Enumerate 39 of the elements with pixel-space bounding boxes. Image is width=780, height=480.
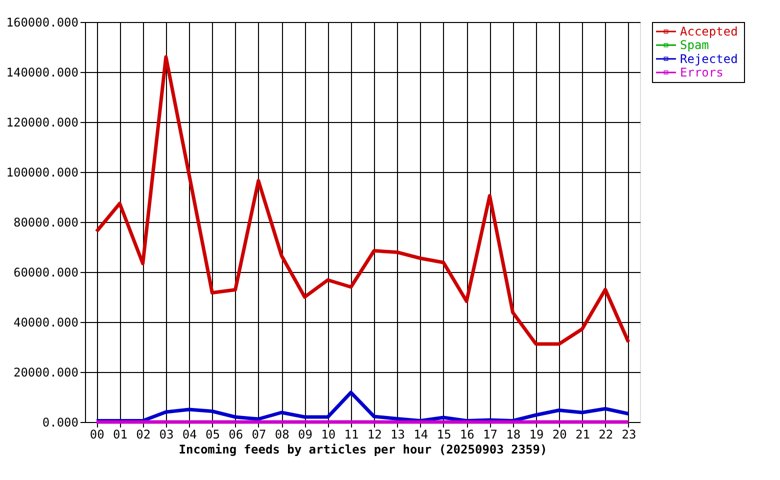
y-tick-label: 100000.000 bbox=[6, 166, 78, 180]
x-tick-label: 02 bbox=[136, 428, 151, 442]
x-tick-label: 05 bbox=[205, 428, 220, 442]
x-tick-label: 09 bbox=[298, 428, 312, 442]
y-tick-label: 140000.000 bbox=[6, 66, 78, 80]
legend-label: Errors bbox=[680, 65, 724, 80]
x-tick-label: 01 bbox=[112, 428, 128, 442]
x-axis-title: Incoming feeds by articles per hour (20250903 2359) bbox=[178, 442, 548, 456]
x-tick-label: 20 bbox=[552, 428, 567, 442]
x-tick-label: 19 bbox=[529, 428, 544, 442]
x-tick-label: 21 bbox=[575, 428, 590, 442]
x-tick-label: 10 bbox=[321, 428, 336, 442]
y-tick-label: 120000.000 bbox=[6, 116, 78, 130]
y-tick-label: 0.000 bbox=[42, 416, 78, 430]
y-tick-label: 80000.000 bbox=[13, 216, 78, 230]
x-tick-label: 11 bbox=[344, 428, 359, 442]
y-tick-label: 20000.000 bbox=[13, 366, 78, 380]
x-tick-label: 04 bbox=[182, 428, 197, 442]
x-tick-label: 08 bbox=[274, 428, 290, 442]
x-tick-label: 03 bbox=[159, 428, 174, 442]
x-tick-label: 15 bbox=[436, 428, 452, 442]
y-tick-label: 60000.000 bbox=[13, 266, 78, 280]
x-tick-label: 23 bbox=[622, 428, 636, 442]
x-tick-label: 22 bbox=[598, 428, 614, 442]
legend-label: Accepted bbox=[680, 24, 738, 39]
x-tick-label: 16 bbox=[460, 428, 474, 442]
x-tick-label: 06 bbox=[228, 428, 244, 442]
x-tick-label: 07 bbox=[252, 428, 266, 442]
legend-label: Rejected bbox=[680, 52, 738, 66]
x-tick-label: 17 bbox=[482, 428, 498, 442]
y-tick-label: 40000.000 bbox=[13, 316, 78, 330]
line-series bbox=[94, 55, 630, 346]
legend-label: Spam bbox=[680, 38, 709, 52]
x-tick-label: 14 bbox=[414, 428, 428, 442]
x-tick-label: 12 bbox=[367, 428, 382, 442]
y-tick-label: 160000.000 bbox=[6, 16, 78, 30]
x-tick-label: 00 bbox=[90, 428, 104, 442]
x-tick-label: 18 bbox=[506, 428, 521, 442]
x-tick-label: 13 bbox=[390, 428, 405, 442]
